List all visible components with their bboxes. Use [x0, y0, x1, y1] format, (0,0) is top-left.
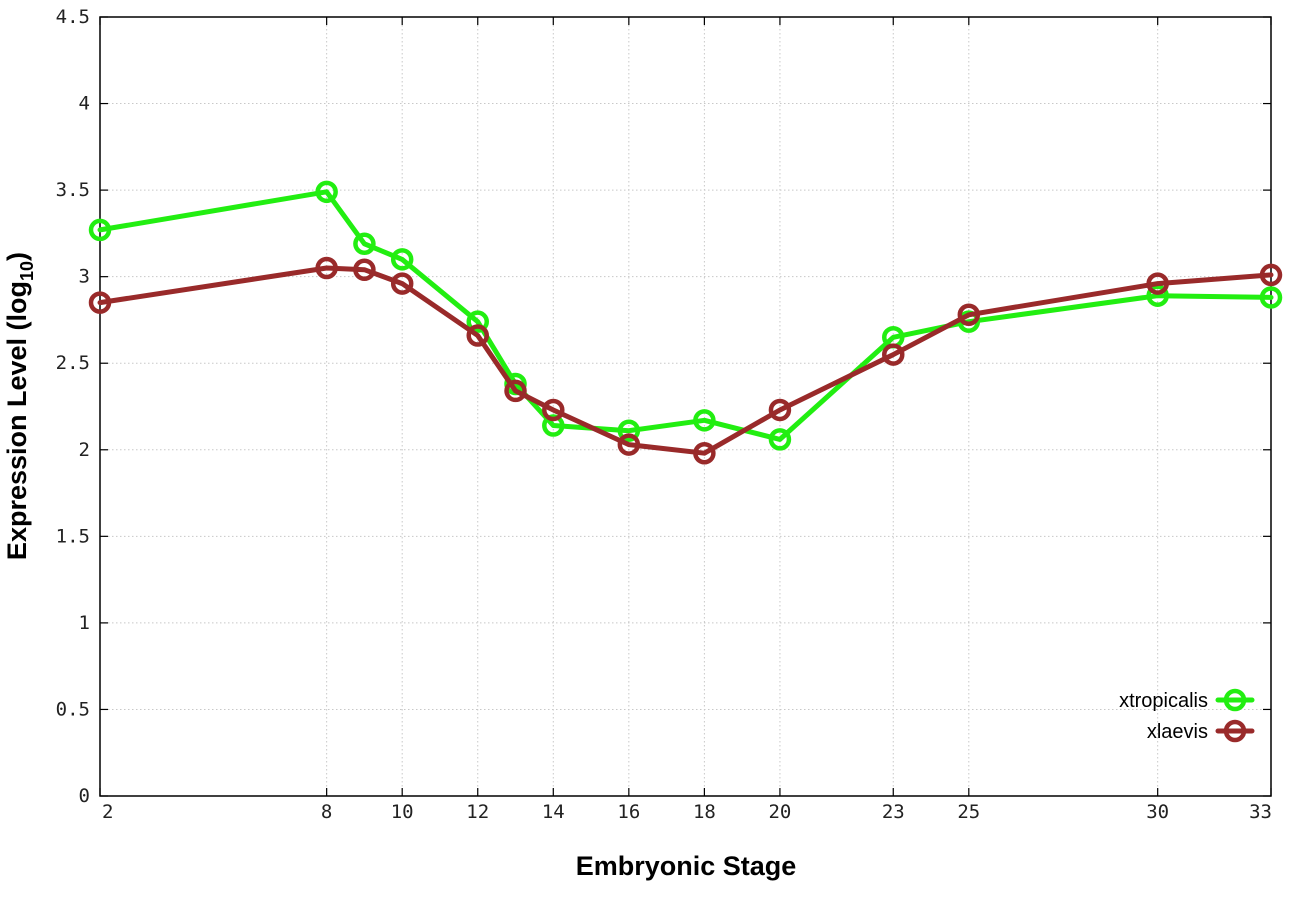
- data-point-xlaevis: [1259, 263, 1283, 287]
- data-point-xlaevis: [390, 272, 414, 295]
- series: [88, 180, 1283, 465]
- data-point-xtropicalis: [466, 310, 489, 333]
- data-point-xlaevis: [957, 303, 981, 327]
- data-point-xlaevis: [315, 256, 338, 280]
- series-line-xtropicalis: [97, 189, 1274, 442]
- data-point-xlaevis: [882, 343, 905, 366]
- y-axis-title: Expression Level (log10): [2, 252, 37, 560]
- data-point-xtropicalis: [768, 428, 792, 451]
- legend-label-xtropicalis: xtropicalis: [1119, 690, 1208, 712]
- data-point-xlaevis: [353, 258, 376, 281]
- data-point-xtropicalis: [542, 414, 565, 437]
- y-axis-title-close: ): [2, 252, 32, 261]
- y-tick-label: 0.5: [56, 698, 90, 720]
- legend-swatch-marker-xlaevis: [1223, 719, 1247, 743]
- data-point-xlaevis: [88, 291, 112, 314]
- y-tick-label: 3: [79, 266, 90, 288]
- data-point-xlaevis: [504, 379, 527, 403]
- plot-frame: [99, 16, 1272, 797]
- x-tick-label: 25: [957, 801, 980, 823]
- x-tick-label: 18: [693, 801, 716, 823]
- x-tick-label: 10: [391, 801, 414, 823]
- legend-swatch-marker-xtropicalis: [1223, 688, 1247, 712]
- y-axis-title-subscript: 10: [17, 261, 37, 281]
- x-tick-label: 14: [542, 801, 565, 823]
- data-point-xtropicalis: [1146, 284, 1169, 307]
- y-tick-label: 1.5: [56, 525, 90, 547]
- legend-label-xlaevis: xlaevis: [1147, 721, 1208, 743]
- x-tick-label: 16: [617, 801, 640, 823]
- data-point-xtropicalis: [1259, 286, 1283, 309]
- x-tick-label: 8: [321, 801, 332, 823]
- y-tick-label: 4.5: [56, 6, 90, 28]
- series-line-xlaevis: [97, 265, 1274, 456]
- data-point-xlaevis: [768, 398, 792, 422]
- data-point-xtropicalis: [693, 409, 716, 432]
- x-tick-label: 12: [466, 801, 489, 823]
- y-tick-label: 3.5: [56, 179, 90, 201]
- data-point-xtropicalis: [88, 218, 112, 242]
- data-point-xtropicalis: [617, 419, 641, 442]
- data-point-xtropicalis: [315, 180, 338, 204]
- data-point-xlaevis: [466, 324, 489, 347]
- data-point-xtropicalis: [390, 248, 414, 271]
- x-tick-label: 30: [1146, 801, 1169, 823]
- y-tick-label: 4: [79, 93, 90, 115]
- x-tick-label: 2: [102, 801, 113, 823]
- data-point-xlaevis: [542, 398, 565, 422]
- data-point-xlaevis: [1146, 272, 1169, 295]
- legend: xtropicalis xlaevis: [1119, 688, 1255, 743]
- grid: [100, 17, 1271, 796]
- data-point-xlaevis: [693, 441, 716, 465]
- y-axis-title-main: Expression Level (log: [2, 281, 32, 560]
- data-point-xtropicalis: [353, 232, 376, 256]
- axes: 0 0.5 1 1.5 2 2.5 3 3.5 4 4.5 2 8 10 12 14 16 18 20 23 25 30…: [56, 6, 1272, 823]
- x-tick-label: 23: [882, 801, 905, 823]
- y-tick-label: 2.5: [56, 352, 90, 374]
- data-point-xlaevis: [617, 433, 641, 456]
- x-axis-title: Embryonic Stage: [576, 851, 797, 881]
- x-tick-label: 33: [1249, 801, 1272, 823]
- y-tick-label: 0: [79, 785, 90, 807]
- y-tick-label: 2: [79, 439, 90, 461]
- y-tick-label: 1: [79, 612, 90, 634]
- x-tick-label: 20: [768, 801, 791, 823]
